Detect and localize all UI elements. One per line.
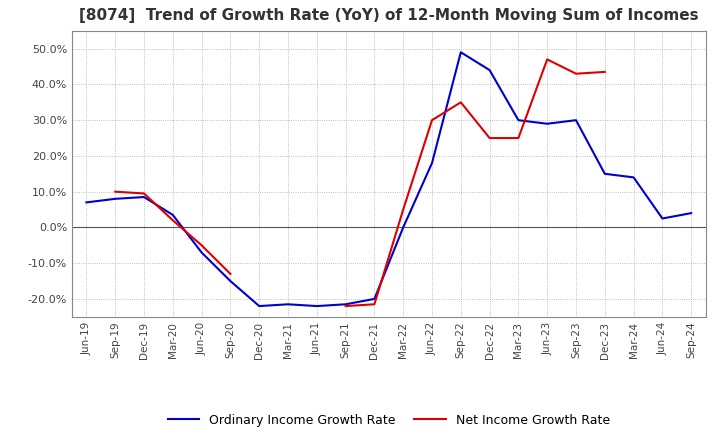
- Ordinary Income Growth Rate: [658, 216, 667, 221]
- Net Income Growth Rate: [341, 304, 350, 309]
- Net Income Growth Rate: [687, 304, 696, 309]
- Ordinary Income Growth Rate: [600, 171, 609, 176]
- Net Income Growth Rate: [428, 117, 436, 123]
- Line: Net Income Growth Rate: Net Income Growth Rate: [115, 59, 691, 306]
- Ordinary Income Growth Rate: [543, 121, 552, 126]
- Net Income Growth Rate: [543, 57, 552, 62]
- Ordinary Income Growth Rate: [111, 196, 120, 202]
- Ordinary Income Growth Rate: [168, 212, 177, 217]
- Ordinary Income Growth Rate: [428, 161, 436, 166]
- Net Income Growth Rate: [485, 136, 494, 141]
- Title: [8074]  Trend of Growth Rate (YoY) of 12-Month Moving Sum of Incomes: [8074] Trend of Growth Rate (YoY) of 12-…: [79, 7, 698, 23]
- Ordinary Income Growth Rate: [140, 194, 148, 200]
- Net Income Growth Rate: [572, 71, 580, 76]
- Net Income Growth Rate: [140, 191, 148, 196]
- Net Income Growth Rate: [514, 136, 523, 141]
- Net Income Growth Rate: [168, 218, 177, 223]
- Ordinary Income Growth Rate: [629, 175, 638, 180]
- Line: Ordinary Income Growth Rate: Ordinary Income Growth Rate: [86, 52, 691, 306]
- Ordinary Income Growth Rate: [284, 302, 292, 307]
- Net Income Growth Rate: [226, 271, 235, 276]
- Net Income Growth Rate: [600, 69, 609, 74]
- Ordinary Income Growth Rate: [456, 50, 465, 55]
- Ordinary Income Growth Rate: [514, 117, 523, 123]
- Ordinary Income Growth Rate: [82, 200, 91, 205]
- Net Income Growth Rate: [197, 242, 206, 248]
- Net Income Growth Rate: [399, 207, 408, 212]
- Net Income Growth Rate: [456, 99, 465, 105]
- Ordinary Income Growth Rate: [312, 304, 321, 309]
- Legend: Ordinary Income Growth Rate, Net Income Growth Rate: Ordinary Income Growth Rate, Net Income …: [163, 409, 615, 432]
- Net Income Growth Rate: [370, 302, 379, 307]
- Ordinary Income Growth Rate: [370, 296, 379, 301]
- Ordinary Income Growth Rate: [687, 210, 696, 216]
- Ordinary Income Growth Rate: [485, 67, 494, 73]
- Ordinary Income Growth Rate: [399, 225, 408, 230]
- Ordinary Income Growth Rate: [226, 279, 235, 284]
- Ordinary Income Growth Rate: [572, 117, 580, 123]
- Ordinary Income Growth Rate: [197, 250, 206, 255]
- Ordinary Income Growth Rate: [341, 302, 350, 307]
- Net Income Growth Rate: [111, 189, 120, 194]
- Ordinary Income Growth Rate: [255, 304, 264, 309]
